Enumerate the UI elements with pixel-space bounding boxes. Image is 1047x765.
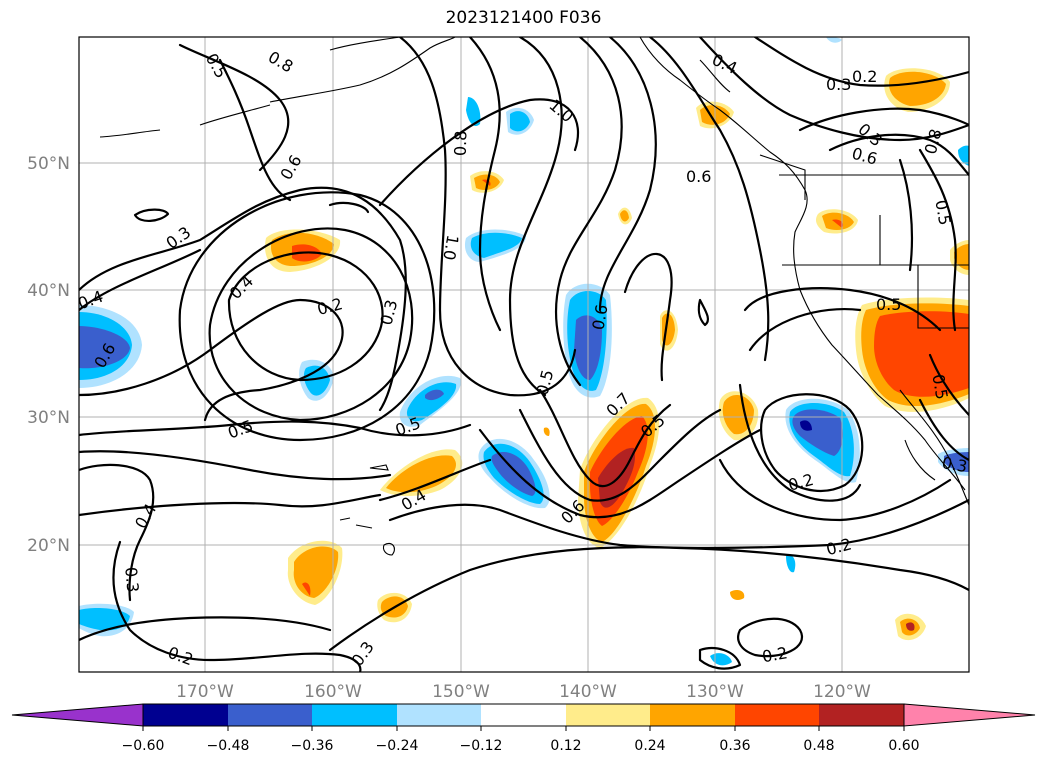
map-panel	[79, 37, 969, 672]
contour-lines	[79, 37, 969, 672]
coastlines	[99, 37, 969, 556]
contour-label: 0.3	[826, 75, 851, 94]
colorbar: −0.60 −0.48 −0.36 −0.24 −0.12 0.12 0.24 …	[11, 703, 1036, 754]
lon-label-120w: 120°W	[813, 682, 871, 702]
lon-label-140w: 140°W	[559, 682, 617, 702]
contour-label: 0.6	[588, 303, 611, 331]
contour-label: 0.3	[940, 453, 968, 476]
contour-label: 0.5	[931, 198, 954, 226]
latitude-labels: 50°N 40°N 30°N 20°N	[27, 154, 70, 556]
lon-label-150w: 150°W	[432, 682, 490, 702]
colorbar-bin	[819, 704, 904, 726]
contour-label: 0.8	[451, 130, 471, 156]
colorbar-bin	[735, 704, 819, 726]
colorbar-tick-label: −0.60	[122, 738, 165, 754]
colorbar-bin	[312, 704, 397, 726]
lon-label-130w: 130°W	[686, 682, 744, 702]
colorbar-bin	[650, 704, 735, 726]
colorbar-tick-label: −0.12	[460, 738, 503, 754]
colorbar-bin	[397, 704, 481, 726]
colorbar-extend-low	[11, 703, 144, 727]
colorbar-extend-high	[903, 703, 1036, 727]
contour-label: 0.6	[686, 167, 711, 186]
colorbar-tick-label: −0.24	[376, 738, 419, 754]
contour-label: 0.3	[121, 566, 142, 593]
colorbar-tick-label: 0.48	[803, 738, 834, 754]
lon-label-170w: 170°W	[176, 682, 234, 702]
colorbar-tick-label: 0.36	[719, 738, 750, 754]
colorbar-tick-label: 0.12	[550, 738, 581, 754]
longitude-labels: 170°W 160°W 150°W 140°W 130°W 120°W	[176, 682, 871, 702]
contour-label: 0.2	[761, 643, 789, 666]
map-title: 2023121400 F036	[445, 8, 602, 28]
colorbar-tick-label: −0.36	[291, 738, 334, 754]
map-frame	[78, 36, 970, 673]
colorbar-tick-label: 0.24	[634, 738, 665, 754]
colorbar-bin	[566, 704, 650, 726]
colorbar-bin	[143, 704, 228, 726]
shaded-anomaly-fields	[79, 37, 969, 666]
contour-label: 0.5	[876, 295, 901, 314]
contour-label: 0.5	[928, 373, 951, 401]
colorbar-bin	[228, 704, 312, 726]
lat-label-20n: 20°N	[27, 536, 70, 556]
lon-label-160w: 160°W	[304, 682, 362, 702]
contour-label: 1.0	[439, 233, 462, 261]
colorbar-bin	[481, 704, 566, 726]
lat-label-40n: 40°N	[27, 281, 70, 301]
contour-label: 0.2	[852, 67, 877, 86]
lat-label-30n: 30°N	[27, 408, 70, 428]
colorbar-tick-label: 0.60	[888, 738, 919, 754]
colorbar-tick-label: −0.48	[207, 738, 250, 754]
lat-label-50n: 50°N	[27, 154, 70, 174]
